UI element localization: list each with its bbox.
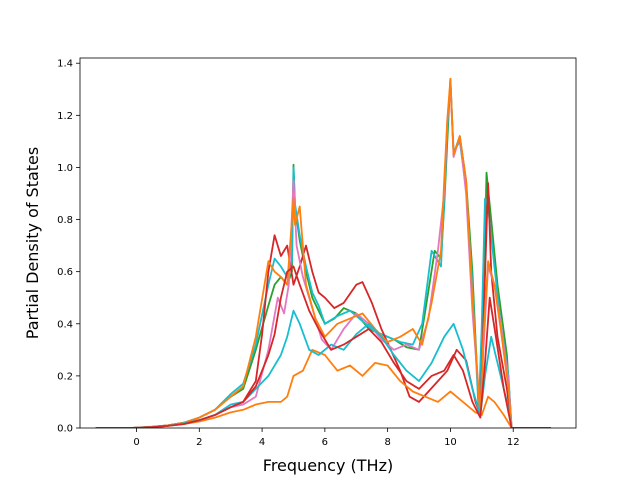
y-tick-label: 1.4 [57,59,73,70]
x-axis-title: Frequency (THz) [263,456,393,475]
x-tick-label: 8 [384,437,390,448]
series-line-5 [95,77,551,428]
x-axis-ticks: 0 2 4 6 8 10 12 [133,428,520,448]
plot-area [95,77,551,428]
y-tick-label: 1.0 [57,163,73,174]
y-tick-label: 0.2 [57,371,73,382]
x-tick-label: 12 [507,437,520,448]
x-tick-label: 10 [444,437,457,448]
y-tick-label: 0.4 [57,319,73,330]
y-axis-title: Partial Density of States [23,147,42,339]
axes-frame [79,57,577,429]
y-axis-ticks: 0.0 0.2 0.4 0.6 0.8 1.0 1.2 1.4 [57,59,80,435]
x-tick-label: 2 [196,437,202,448]
x-tick-label: 4 [259,437,265,448]
x-tick-label: 0 [133,437,139,448]
y-tick-label: 1.2 [57,111,73,122]
series-line-8 [95,265,551,428]
y-tick-label: 0.6 [57,267,73,278]
x-tick-label: 6 [322,437,328,448]
y-tick-label: 0.8 [57,215,73,226]
y-tick-label: 0.0 [57,424,73,435]
